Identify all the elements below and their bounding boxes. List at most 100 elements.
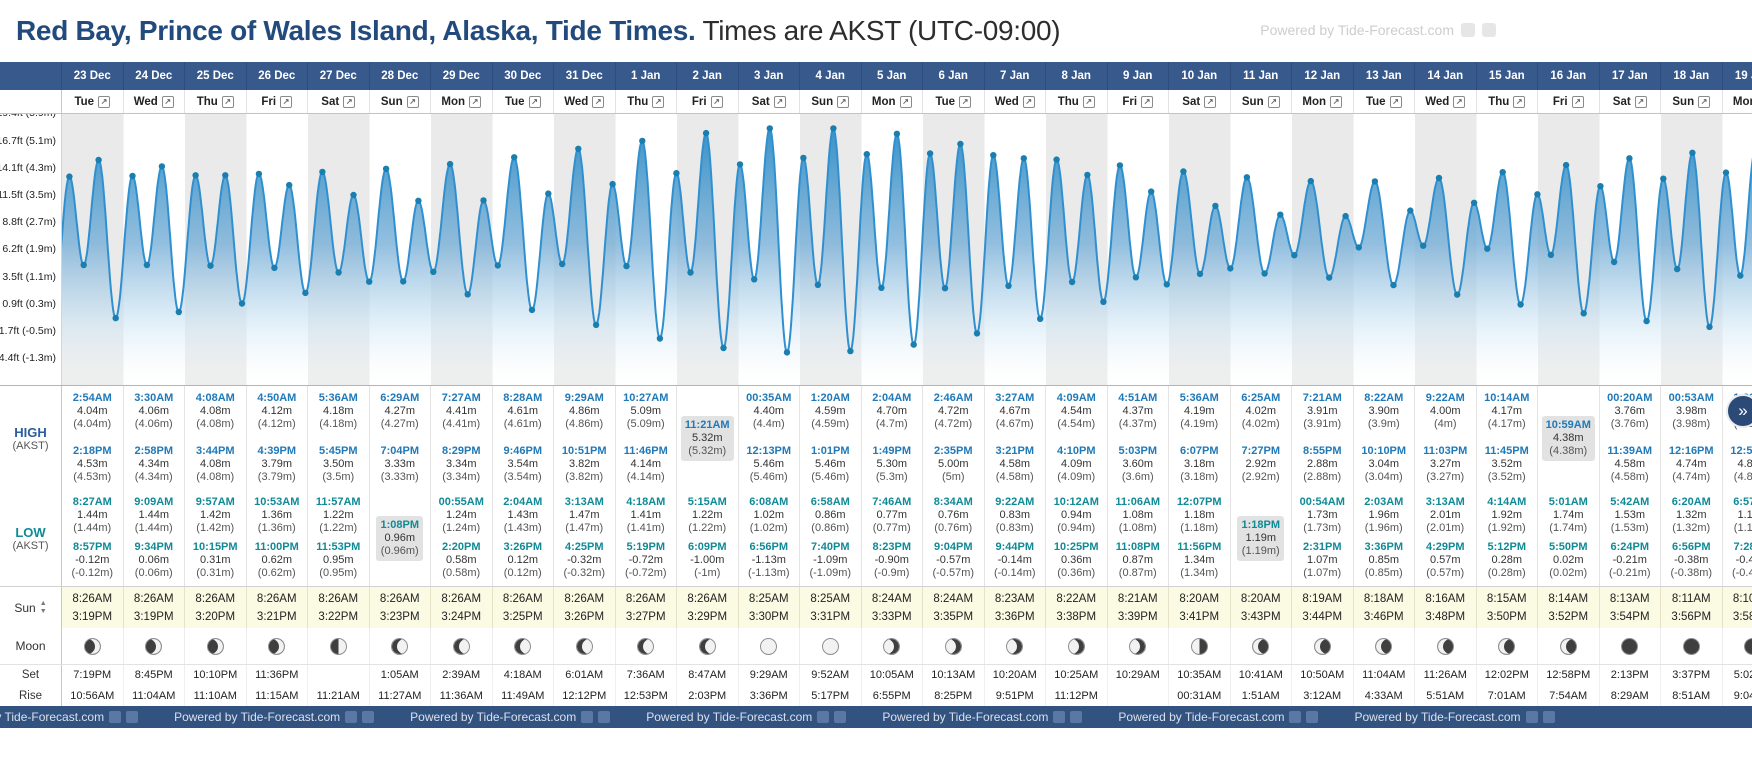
low-tide-height: -0.14m	[997, 554, 1032, 566]
low-tide-height-metric: (1.92m)	[1487, 522, 1526, 534]
high-tide-entry: 00:20AM 3.76m (3.76m)	[1607, 392, 1652, 431]
twitter-icon[interactable]	[834, 711, 847, 723]
tide-extreme-dot	[1660, 175, 1667, 182]
facebook-icon[interactable]	[581, 711, 594, 723]
high-tide-entry: 3:30AM 4.06m (4.06m)	[134, 392, 173, 431]
expand-day-icon[interactable]: ↗	[710, 95, 723, 108]
moon-phase-cell	[1723, 628, 1752, 664]
moon-phase-icon	[698, 637, 716, 655]
expand-day-icon[interactable]: ↗	[773, 95, 786, 108]
facebook-icon[interactable]	[1525, 711, 1538, 723]
expand-day-icon[interactable]: ↗	[1634, 95, 1647, 108]
expand-day-icon[interactable]: ↗	[652, 95, 665, 108]
date-header-cell: 11 Jan	[1231, 62, 1292, 90]
expand-day-icon[interactable]: ↗	[837, 95, 850, 108]
expand-day-icon[interactable]: ↗	[343, 95, 356, 108]
high-tide-cell: 6:29AM 4.27m (4.27m) 7:04PM 3.33m (3.33m)	[370, 386, 431, 490]
low-tide-entry: 5:12PM 0.28m (0.28m)	[1487, 541, 1526, 580]
low-tide-entry: 2:20PM 0.58m (0.58m)	[442, 541, 481, 580]
high-tide-entry: 2:46AM 4.72m (4.72m)	[934, 392, 973, 431]
expand-day-icon[interactable]: ↗	[1389, 95, 1402, 108]
twitter-icon[interactable]	[1306, 711, 1319, 723]
expand-day-icon[interactable]: ↗	[1267, 95, 1280, 108]
low-tide-time: 10:12AM	[1053, 496, 1099, 508]
day-of-week-label: Mon	[1732, 95, 1752, 108]
low-tide-height: 1.19m	[1245, 531, 1277, 544]
low-tide-entry: 2:04AM 1.43m (1.43m)	[503, 496, 542, 535]
twitter-icon[interactable]	[1542, 711, 1555, 723]
day-of-week-label: Thu	[196, 95, 218, 108]
expand-day-icon[interactable]: ↗	[280, 95, 293, 108]
expand-day-icon[interactable]: ↗	[959, 95, 972, 108]
low-tide-cell: 7:46AM 0.77m (0.77m) 8:23PM -0.90m (-0.9m)	[862, 490, 923, 586]
expand-day-icon[interactable]: ↗	[592, 95, 605, 108]
twitter-icon[interactable]	[362, 711, 375, 723]
scroll-chart-button[interactable]: »	[1726, 394, 1752, 428]
moonrise-time-cell	[1108, 685, 1169, 706]
low-tide-row: LOW (AKST) 8:27AM 1.44m (1.44m) 8:57PM -0.12…	[0, 490, 1752, 586]
expand-day-icon[interactable]: ↗	[406, 95, 419, 108]
high-tide-height: 4.04m	[76, 405, 108, 417]
twitter-icon[interactable]	[1070, 711, 1083, 723]
high-tide-height: 4.40m	[753, 405, 785, 417]
low-tide-height: 1.92m	[1491, 509, 1523, 521]
day-of-week-cell: Mon↗	[431, 90, 493, 113]
footer-credit-link[interactable]: Powered by Tide-Forecast.com	[410, 710, 611, 724]
footer-credit-link[interactable]: Powered by Tide-Forecast.com	[1118, 710, 1319, 724]
expand-day-icon[interactable]: ↗	[1453, 95, 1466, 108]
high-tide-entry: 2:04AM 4.70m (4.7m)	[872, 392, 911, 431]
high-tide-height-metric: (3.5m)	[322, 471, 355, 483]
expand-day-icon[interactable]: ↗	[1204, 95, 1217, 108]
facebook-icon[interactable]	[345, 711, 358, 723]
facebook-icon[interactable]	[1289, 711, 1302, 723]
expand-day-icon[interactable]: ↗	[469, 95, 482, 108]
expand-day-icon[interactable]: ↗	[98, 95, 111, 108]
footer-credit-link[interactable]: Powered by Tide-Forecast.com	[646, 710, 847, 724]
sunrise-time: 8:11AM	[1671, 592, 1711, 605]
moon-phase-cell	[1231, 628, 1292, 664]
low-tide-time: 6:24PM	[1610, 541, 1650, 553]
expand-day-icon[interactable]: ↗	[1698, 95, 1711, 108]
expand-day-icon[interactable]: ↗	[1141, 95, 1154, 108]
expand-day-icon[interactable]: ↗	[221, 95, 234, 108]
y-axis-label: 3.5ft (1.1m)	[2, 271, 56, 283]
facebook-icon[interactable]	[1053, 711, 1066, 723]
day-of-week-label: Thu	[1488, 95, 1510, 108]
expand-day-icon[interactable]: ↗	[1330, 95, 1343, 108]
expand-day-icon[interactable]: ↗	[1571, 95, 1584, 108]
moon-phase-cell	[431, 628, 493, 664]
facebook-icon[interactable]	[109, 711, 122, 723]
high-tide-height-metric: (4.14m)	[626, 471, 665, 483]
tide-extreme-dot	[494, 262, 501, 269]
footer-credit-link[interactable]: Powered by Tide-Forecast.com	[174, 710, 375, 724]
twitter-icon[interactable]	[126, 711, 139, 723]
set-row-label: Set	[0, 665, 62, 685]
tide-extreme-dot	[673, 170, 680, 177]
footer-credit-text: Powered by Tide-Forecast.com	[0, 710, 105, 724]
date-header-cell: 1 Jan	[616, 62, 677, 90]
footer-credit-link[interactable]: Powered by Tide-Forecast.com	[882, 710, 1083, 724]
low-tide-entry: 10:15PM 0.31m (0.31m)	[193, 541, 238, 580]
facebook-icon[interactable]	[817, 711, 830, 723]
low-tide-height-metric: (1.07m)	[1303, 567, 1342, 579]
high-tide-height-metric: (4.67m)	[995, 418, 1034, 430]
rise-row-label: Rise	[0, 685, 62, 706]
footer-credit-link[interactable]: Powered by Tide-Forecast.com	[0, 710, 139, 724]
expand-day-icon[interactable]: ↗	[1513, 95, 1526, 108]
location-title: Red Bay, Prince of Wales Island, Alaska,…	[16, 15, 696, 46]
footer-credit-link[interactable]: Powered by Tide-Forecast.com	[1354, 710, 1555, 724]
high-tide-height-metric: (4.58m)	[1610, 471, 1649, 483]
low-tide-time: 00:55AM	[438, 496, 484, 508]
tide-extreme-dot	[1053, 156, 1060, 163]
low-tide-cell: 11:06AM 1.08m (1.08m) 11:08PM 0.87m (0.87m)	[1108, 490, 1169, 586]
expand-day-icon[interactable]: ↗	[899, 95, 912, 108]
day-of-week-cell: Tue ↗	[923, 90, 985, 113]
expand-day-icon[interactable]: ↗	[1022, 95, 1035, 108]
expand-day-icon[interactable]: ↗	[528, 95, 541, 108]
moonrise-time-cell: 11:15AM	[247, 685, 308, 706]
expand-day-icon[interactable]: ↗	[161, 95, 174, 108]
twitter-icon[interactable]	[598, 711, 611, 723]
high-tide-height: 4.67m	[999, 405, 1031, 417]
tide-extreme-dot	[623, 262, 630, 270]
expand-day-icon[interactable]: ↗	[1082, 95, 1095, 108]
